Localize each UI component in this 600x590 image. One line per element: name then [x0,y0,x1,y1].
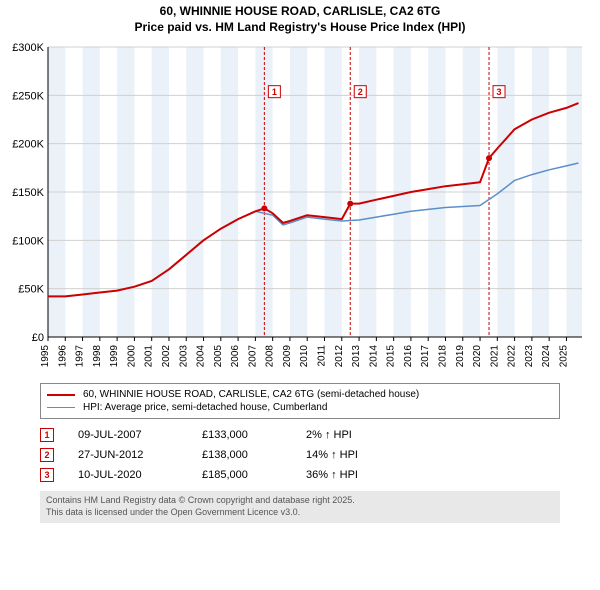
attribution-line: Contains HM Land Registry data © Crown c… [46,495,554,507]
title-subtitle: Price paid vs. HM Land Registry's House … [0,20,600,36]
sale-diff: 36% ↑ HPI [306,469,406,481]
sale-diff: 2% ↑ HPI [306,429,406,441]
sale-diff: 14% ↑ HPI [306,449,406,461]
sale-price: £185,000 [202,469,282,481]
svg-text:£250K: £250K [12,91,44,103]
svg-text:2012: 2012 [334,345,345,368]
svg-text:2022: 2022 [507,345,518,368]
svg-text:2002: 2002 [161,345,172,368]
svg-text:2011: 2011 [317,345,328,367]
svg-text:2008: 2008 [265,345,276,368]
svg-text:1996: 1996 [57,345,68,368]
svg-text:1: 1 [272,87,277,97]
table-row: 2 27-JUN-2012 £138,000 14% ↑ HPI [40,445,560,465]
chart-container: 60, WHINNIE HOUSE ROAD, CARLISLE, CA2 6T… [0,0,600,590]
svg-text:2: 2 [358,87,363,97]
svg-text:2000: 2000 [126,345,137,368]
title-block: 60, WHINNIE HOUSE ROAD, CARLISLE, CA2 6T… [0,0,600,37]
legend: 60, WHINNIE HOUSE ROAD, CARLISLE, CA2 6T… [40,383,560,419]
svg-text:2001: 2001 [144,345,155,368]
svg-text:2024: 2024 [541,345,552,368]
attribution: Contains HM Land Registry data © Crown c… [40,491,560,522]
legend-swatch [47,394,75,396]
svg-text:1999: 1999 [109,345,120,368]
sale-date: 10-JUL-2020 [78,469,178,481]
sales-table: 1 09-JUL-2007 £133,000 2% ↑ HPI 2 27-JUN… [40,425,560,485]
svg-text:2015: 2015 [386,345,397,368]
svg-text:1997: 1997 [75,345,86,368]
legend-label: 60, WHINNIE HOUSE ROAD, CARLISLE, CA2 6T… [83,389,419,400]
svg-text:2021: 2021 [489,345,500,368]
legend-item: HPI: Average price, semi-detached house,… [47,401,553,414]
sale-badge: 2 [40,448,54,462]
svg-text:2017: 2017 [420,345,431,368]
sale-badge: 3 [40,468,54,482]
svg-text:2013: 2013 [351,345,362,368]
svg-text:2010: 2010 [299,345,310,368]
legend-label: HPI: Average price, semi-detached house,… [83,402,327,413]
price-chart: £0 £50K £100K £150K £200K £250K £300K 1995 1996 1… [10,37,590,377]
svg-text:2020: 2020 [472,345,483,368]
sale-price: £138,000 [202,449,282,461]
svg-text:£50K: £50K [18,284,44,296]
sale-date: 09-JUL-2007 [78,429,178,441]
table-row: 3 10-JUL-2020 £185,000 36% ↑ HPI [40,465,560,485]
svg-text:1995: 1995 [40,345,51,368]
svg-text:2005: 2005 [213,345,224,368]
svg-text:2014: 2014 [368,345,379,368]
table-row: 1 09-JUL-2007 £133,000 2% ↑ HPI [40,425,560,445]
svg-text:2004: 2004 [196,345,207,368]
sale-badge: 1 [40,428,54,442]
legend-swatch [47,407,75,408]
svg-text:2025: 2025 [558,345,569,368]
svg-text:£300K: £300K [12,42,44,54]
attribution-line: This data is licensed under the Open Gov… [46,507,554,519]
svg-text:2006: 2006 [230,345,241,368]
sale-date: 27-JUN-2012 [78,449,178,461]
svg-text:2009: 2009 [282,345,293,368]
svg-text:2007: 2007 [247,345,258,368]
legend-item: 60, WHINNIE HOUSE ROAD, CARLISLE, CA2 6T… [47,388,553,401]
svg-text:£100K: £100K [12,236,44,248]
svg-text:2023: 2023 [524,345,535,368]
svg-text:£0: £0 [32,332,44,344]
svg-text:2016: 2016 [403,345,414,368]
sale-price: £133,000 [202,429,282,441]
svg-text:£200K: £200K [12,139,44,151]
svg-text:1998: 1998 [92,345,103,368]
svg-text:3: 3 [497,87,502,97]
chart-area: £0 £50K £100K £150K £200K £250K £300K 1995 1996 1… [10,37,590,377]
title-address: 60, WHINNIE HOUSE ROAD, CARLISLE, CA2 6T… [0,4,600,20]
svg-text:2003: 2003 [178,345,189,368]
svg-text:2019: 2019 [455,345,466,368]
svg-text:£150K: £150K [12,187,44,199]
svg-text:2018: 2018 [437,345,448,368]
